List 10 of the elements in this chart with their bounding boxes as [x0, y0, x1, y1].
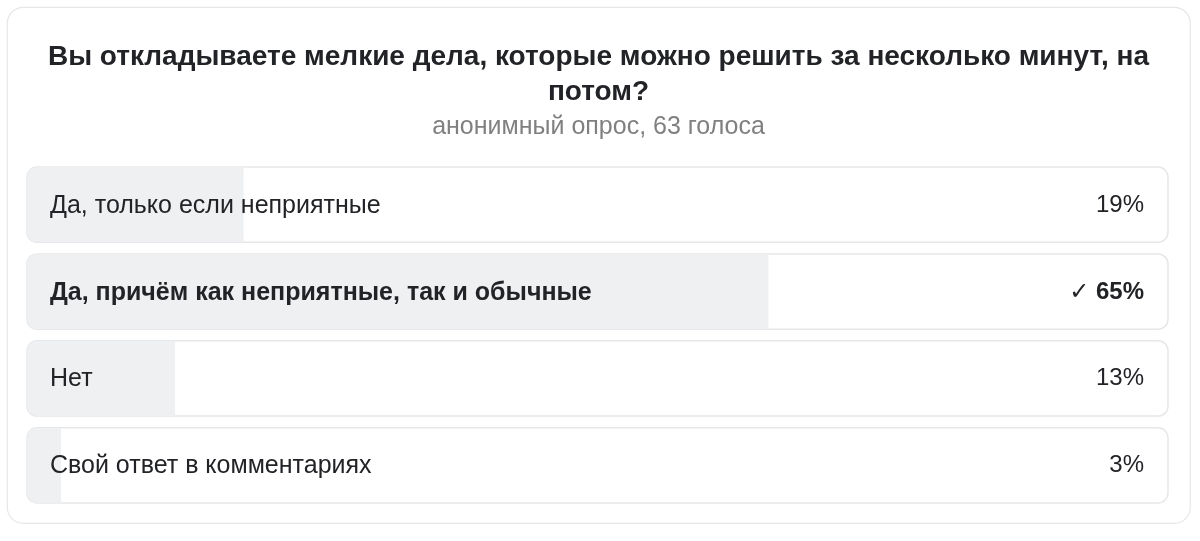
chart-title: Вы откладываете мелкие дела, которые можно решить за несколько минут, на потом? — [47, 40, 1150, 106]
chart-subtitle: анонимный опрос, 63 голоса — [432, 111, 765, 139]
data-label: ✓ 65% — [1069, 276, 1144, 304]
data-label: 3% — [1109, 450, 1144, 478]
data-label: 13% — [1095, 363, 1144, 391]
y-tick-label: Да, только если неприятные — [50, 189, 381, 218]
data-label: 19% — [1095, 189, 1144, 217]
y-tick-label: Свой ответ в комментариях — [50, 450, 373, 479]
y-tick-label: Да, причём как неприятные, так и обычные — [50, 276, 592, 305]
y-tick-label: Нет — [50, 363, 94, 392]
